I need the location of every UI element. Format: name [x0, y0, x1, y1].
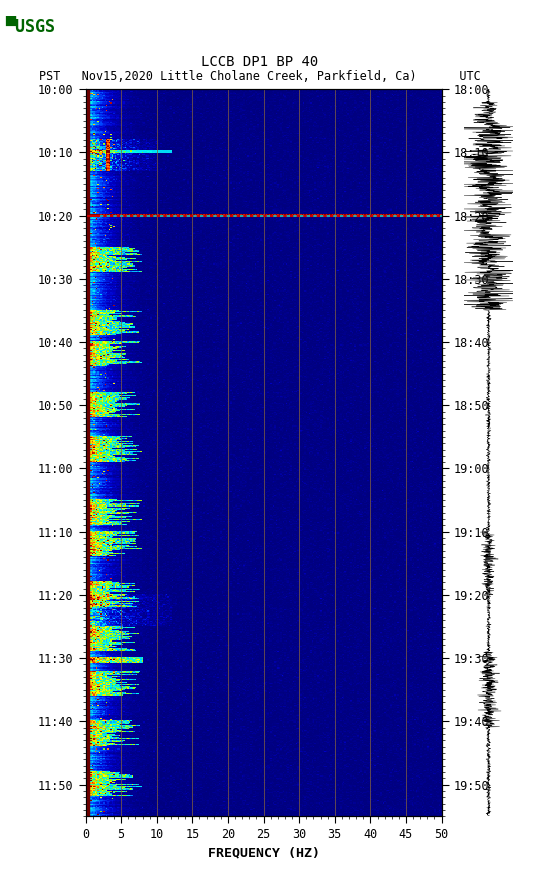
X-axis label: FREQUENCY (HZ): FREQUENCY (HZ) — [208, 847, 320, 860]
Text: ▀USGS: ▀USGS — [6, 18, 56, 36]
Text: PST   Nov15,2020 Little Cholane Creek, Parkfield, Ca)      UTC: PST Nov15,2020 Little Cholane Creek, Par… — [39, 70, 480, 83]
Bar — [86, 89, 89, 816]
Text: LCCB DP1 BP 40: LCCB DP1 BP 40 — [201, 55, 318, 70]
